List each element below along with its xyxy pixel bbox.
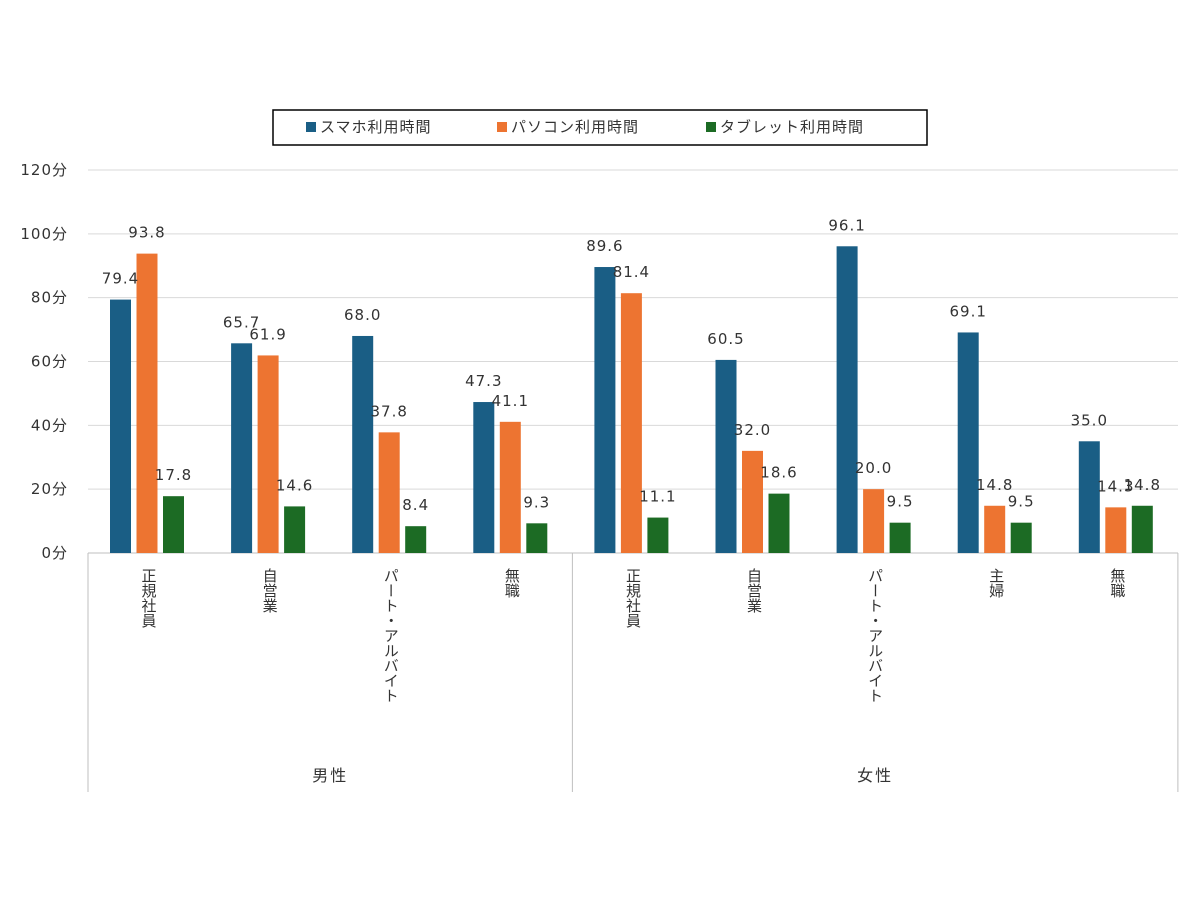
category-label: 自営業 — [745, 568, 763, 613]
bar — [1131, 505, 1153, 553]
data-label: 93.8 — [128, 224, 165, 242]
data-label: 9.3 — [523, 493, 550, 511]
category-label: 主婦 — [987, 568, 1005, 598]
data-label: 9.5 — [887, 493, 914, 511]
legend: スマホ利用時間 パソコン利用時間 タブレット利用時間 — [272, 109, 928, 146]
data-label: 35.0 — [1071, 411, 1108, 429]
bar — [1010, 522, 1032, 553]
legend-label: タブレット利用時間 — [720, 118, 864, 136]
y-tick-label: 120分 — [20, 161, 68, 179]
data-label: 96.1 — [828, 216, 865, 234]
bar — [863, 489, 885, 553]
data-label: 61.9 — [249, 325, 286, 343]
y-tick-label: 60分 — [31, 353, 68, 371]
category-label: パート・アルバイト — [382, 568, 400, 703]
data-label: 69.1 — [949, 302, 986, 320]
data-label: 89.6 — [586, 237, 623, 255]
bar — [715, 359, 737, 553]
bar — [889, 522, 911, 553]
legend-swatch — [706, 122, 716, 132]
bar — [768, 493, 790, 553]
data-label: 81.4 — [613, 263, 650, 281]
bar — [257, 355, 279, 553]
data-label: 8.4 — [402, 496, 429, 514]
data-label: 41.1 — [492, 392, 529, 410]
data-label: 65.7 — [223, 313, 260, 331]
y-tick-label: 100分 — [20, 225, 68, 243]
data-label: 18.6 — [760, 464, 797, 482]
bar — [405, 526, 427, 553]
data-label: 60.5 — [707, 330, 744, 348]
data-label: 14.8 — [976, 476, 1013, 494]
bar — [163, 496, 184, 553]
data-label: 14.3 — [1097, 477, 1134, 495]
data-label: 9.5 — [1008, 493, 1035, 511]
category-label: 無職 — [503, 568, 521, 598]
bar — [984, 505, 1006, 553]
data-label: 47.3 — [465, 372, 502, 390]
bar — [957, 332, 979, 553]
data-label: 17.8 — [155, 466, 192, 484]
bar — [836, 246, 858, 554]
group-label: 女性 — [857, 766, 893, 785]
y-tick-label: 40分 — [31, 416, 68, 434]
bar — [499, 421, 521, 553]
legend-box — [272, 109, 928, 146]
data-label: 79.4 — [102, 270, 139, 288]
group-label: 男性 — [312, 766, 348, 785]
bar — [1078, 441, 1100, 553]
bars — [110, 246, 1153, 554]
category-label: パート・アルバイト — [866, 568, 884, 703]
bar — [742, 450, 763, 553]
bar — [594, 267, 616, 553]
data-label: 14.6 — [276, 476, 313, 494]
y-tick-label: 0分 — [41, 544, 68, 562]
bar — [110, 299, 131, 553]
legend-label: スマホ利用時間 — [320, 118, 432, 136]
bar — [231, 343, 253, 553]
bar — [647, 517, 669, 553]
legend-swatch — [306, 122, 316, 132]
data-label: 37.8 — [370, 402, 407, 420]
bar — [136, 253, 158, 553]
bar — [284, 506, 306, 553]
category-label: 正規社員 — [140, 568, 158, 628]
data-label: 68.0 — [344, 306, 381, 324]
y-tick-label: 80分 — [31, 289, 68, 307]
bar — [352, 335, 374, 553]
data-labels: 79.4 93.8 17.8 65.761.9 14.6 68.0 37.8 8.4 47.3 4… — [102, 216, 1161, 514]
y-tick-label: 20分 — [31, 480, 68, 498]
data-label: 20.0 — [855, 459, 892, 477]
bar — [473, 402, 495, 553]
legend-swatch — [497, 122, 507, 132]
bar — [378, 432, 400, 553]
category-label: 自営業 — [261, 568, 279, 613]
data-label: 32.0 — [734, 421, 771, 439]
legend-label: パソコン利用時間 — [511, 118, 639, 136]
bar — [1105, 507, 1127, 553]
bar — [620, 293, 642, 553]
category-label: 正規社員 — [624, 568, 642, 628]
bar — [526, 523, 548, 553]
data-label: 11.1 — [639, 488, 676, 506]
data-label: 14.8 — [1124, 476, 1161, 494]
category-label: 無職 — [1108, 568, 1126, 598]
